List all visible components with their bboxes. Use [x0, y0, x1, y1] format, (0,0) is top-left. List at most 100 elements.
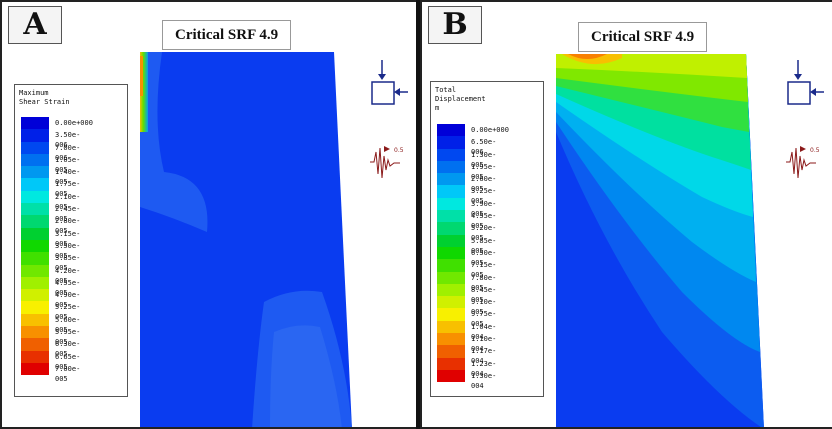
panel-b: B Critical SRF 4.9 Total Displacement m 0.…	[420, 0, 832, 429]
strain-zone-upper	[140, 52, 208, 232]
legend-value: 5.95e-005	[55, 328, 81, 347]
shear-strain-contour-plot	[140, 52, 352, 427]
legend-swatch	[21, 350, 49, 363]
srf-title: Critical SRF 4.9	[162, 20, 292, 50]
legend-swatch	[437, 210, 465, 223]
displacement-contour-plot	[556, 54, 764, 427]
legend-swatch	[21, 239, 49, 253]
crest-strain-core	[140, 56, 143, 96]
legend-swatch	[21, 190, 49, 204]
legend-swatch	[437, 148, 465, 161]
legend-swatch	[21, 141, 49, 154]
legend-swatch	[21, 203, 49, 216]
srf-title: Critical SRF 4.9	[578, 22, 708, 52]
legend-swatch	[437, 136, 465, 149]
legend-value: 5.25e-005	[55, 303, 81, 322]
legend-swatch	[437, 185, 465, 198]
legend-value: 5.20e-005	[471, 224, 497, 243]
legend-swatch	[21, 301, 49, 314]
legend-swatch	[437, 259, 465, 272]
legend-value: 4.20e-005	[55, 266, 81, 285]
legend-value: 3.50e-006	[55, 131, 81, 150]
legend-swatch	[21, 338, 49, 351]
legend-swatch	[437, 197, 465, 211]
legend-value: 6.50e-005	[471, 248, 497, 267]
panel-label: A	[8, 6, 62, 44]
panel-a: A Critical SRF 4.9 Maximum Shear Strain 0…	[0, 0, 416, 429]
support-arrows-icon	[371, 60, 408, 105]
legend-swatch	[437, 222, 465, 235]
legend-value: 0.00e+000	[471, 126, 509, 134]
legend-swatch	[437, 308, 465, 321]
legend-value: 1.30e-004	[471, 371, 497, 390]
legend: Total Displacement m 0.00e+000 6.50e-006 1.3…	[430, 81, 544, 397]
legend-value: 3.25e-005	[471, 187, 497, 206]
legend-swatch	[437, 333, 465, 346]
legend-value: 7.15e-005	[471, 261, 497, 280]
legend-swatch	[437, 296, 465, 309]
legend-value: 7.00e-006	[55, 143, 81, 162]
legend-swatch	[437, 271, 465, 284]
legend-value: 1.75e-005	[55, 180, 81, 199]
legend-value: 8.45e-005	[471, 285, 497, 304]
legend-swatch	[21, 276, 49, 290]
legend-swatch	[21, 178, 49, 191]
legend-value: 1.10e-004	[471, 335, 497, 354]
legend-value: 2.60e-005	[471, 175, 497, 194]
legend-value: 7.00e-005	[55, 364, 81, 383]
legend-swatch	[21, 313, 49, 327]
seismic-wave-icon	[786, 146, 816, 179]
legend-value: 6.50e-006	[471, 138, 497, 157]
legend-value: 1.23e-004	[471, 359, 497, 378]
legend-value: 1.17e-004	[471, 347, 497, 366]
legend-swatch	[437, 173, 465, 186]
legend-value: 2.10e-005	[55, 192, 81, 211]
legend-swatch	[437, 369, 465, 383]
legend-value: 2.80e-005	[55, 217, 81, 236]
legend-value: 4.90e-005	[55, 291, 81, 310]
legend-value: 4.55e-005	[55, 278, 81, 297]
legend-swatch	[21, 117, 49, 130]
seismic-wave-icon	[370, 146, 400, 179]
legend-swatch	[437, 234, 465, 247]
legend-value: 1.95e-005	[471, 162, 497, 181]
legend-swatch	[437, 124, 465, 137]
legend-swatch	[437, 345, 465, 358]
legend-swatch	[437, 320, 465, 334]
legend-value: 9.75e-005	[471, 310, 497, 329]
panel-label: B	[428, 6, 482, 44]
legend-value: 1.05e-005	[55, 155, 81, 174]
legend-swatch	[21, 326, 49, 339]
crest-strain-band	[140, 52, 148, 132]
legend-value: 2.45e-005	[55, 205, 81, 224]
legend-swatch	[437, 160, 465, 174]
legend-swatch	[21, 166, 49, 179]
legend-value: 3.85e-005	[55, 254, 81, 273]
legend-value: 1.40e-005	[55, 168, 81, 187]
legend-title: Total Displacement m	[435, 86, 486, 112]
legend-value: 6.65e-005	[55, 352, 81, 371]
legend-value: 9.10e-005	[471, 298, 497, 317]
legend-swatch	[437, 283, 465, 297]
legend-value: 6.30e-005	[55, 340, 81, 359]
legend-value: 5.60e-005	[55, 315, 81, 334]
legend-title: Maximum Shear Strain	[19, 89, 70, 106]
legend-swatch	[21, 129, 49, 142]
legend-swatch	[21, 289, 49, 302]
legend-value: 7.80e-005	[471, 273, 497, 292]
legend-value: 3.15e-005	[55, 229, 81, 248]
legend-value: 3.50e-005	[55, 241, 81, 260]
strain-zone-inner	[270, 325, 342, 427]
legend-value: 0.00e+000	[55, 119, 93, 127]
legend-value: 4.55e-005	[471, 212, 497, 231]
load-value: 0.5	[810, 147, 820, 154]
legend-swatch	[21, 362, 49, 376]
legend-swatch	[21, 215, 49, 228]
legend-value: 5.85e-005	[471, 236, 497, 255]
legend-swatch	[21, 153, 49, 167]
support-arrows-icon	[787, 60, 824, 105]
legend-value: 1.30e-005	[471, 150, 497, 169]
load-value: 0.5	[394, 147, 404, 154]
legend-swatch	[437, 246, 465, 260]
